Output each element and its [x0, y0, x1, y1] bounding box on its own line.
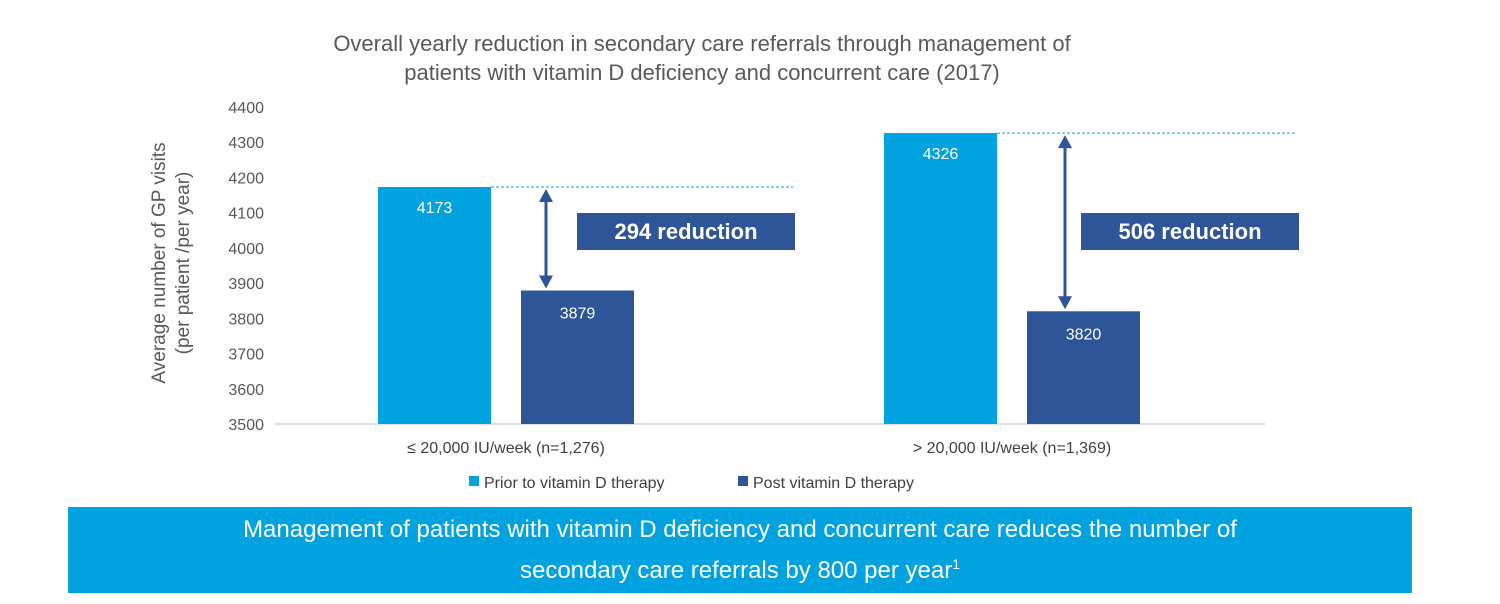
y-tick-label: 3800 — [228, 311, 264, 328]
legend-swatch-prior — [469, 476, 479, 486]
arrow-head-down — [1058, 296, 1072, 310]
legend-label-post: Post vitamin D therapy — [753, 475, 914, 492]
reference-lines — [491, 132, 1297, 188]
bars: 4173 3879 4326 3820 — [378, 133, 1140, 424]
chart-title-line-2: patients with vitamin D deficiency and c… — [404, 60, 1000, 85]
banner-line-1: Management of patients with vitamin D de… — [243, 515, 1237, 543]
arrow-head-down — [539, 275, 553, 289]
legend-label-prior: Prior to vitamin D therapy — [484, 475, 665, 492]
legend-swatch-post — [738, 476, 748, 486]
y-axis-label-line-1: Average number of GP visits — [149, 142, 170, 383]
data-label-prior: 4173 — [417, 200, 453, 217]
y-axis-label-line-2: (per patient /per year) — [173, 172, 194, 355]
y-tick-label: 3600 — [228, 382, 264, 399]
banner-footnote-marker: 1 — [952, 555, 960, 572]
reduction-label-box — [1081, 213, 1299, 250]
y-tick-label: 3700 — [228, 347, 264, 364]
bar-post — [521, 290, 634, 424]
y-tick-label: 3900 — [228, 276, 264, 293]
arrow-head-up — [1058, 135, 1072, 149]
reduction-label-text: 294 reduction — [614, 219, 757, 244]
y-axis-label: Average number of GP visits (per patient… — [149, 142, 194, 383]
category-label-low-dose: ≤ 20,000 IU/week (n=1,276) — [407, 440, 605, 457]
y-tick-label: 4400 — [228, 100, 264, 117]
summary-banner: Management of patients with vitamin D de… — [68, 507, 1412, 593]
bar-post — [1027, 311, 1140, 424]
banner-line-2-text: secondary care referrals by 800 per year — [519, 556, 953, 584]
legend: Prior to vitamin D therapy Post vitamin … — [469, 475, 914, 492]
y-tick-label: 3500 — [228, 417, 264, 434]
y-tick-label: 4100 — [228, 206, 264, 223]
y-axis-ticks: 3500 3600 3700 3800 3900 4000 4100 4200 4300 4400 — [228, 100, 264, 434]
arrow-head-up — [539, 188, 553, 202]
y-tick-label: 4300 — [228, 135, 264, 152]
data-label-post: 3879 — [560, 306, 596, 323]
reduction-label-text: 506 reduction — [1118, 219, 1261, 244]
category-label-high-dose: > 20,000 IU/week (n=1,369) — [913, 440, 1111, 457]
data-label-post: 3820 — [1066, 326, 1102, 343]
bar-prior — [884, 133, 997, 424]
data-label-prior: 4326 — [923, 146, 959, 163]
bar-prior — [378, 186, 491, 424]
reduction-labels: 294 reduction 506 reduction — [577, 213, 1299, 250]
banner-line-2: secondary care referrals by 800 per year… — [68, 547, 1412, 588]
bar-chart: Overall yearly reduction in secondary ca… — [149, 31, 1299, 492]
reduction-label-box — [577, 213, 795, 250]
y-tick-label: 4000 — [228, 241, 264, 258]
chart-title-line-1: Overall yearly reduction in secondary ca… — [333, 31, 1071, 56]
reduction-arrows — [539, 135, 1072, 310]
y-tick-label: 4200 — [228, 170, 264, 187]
